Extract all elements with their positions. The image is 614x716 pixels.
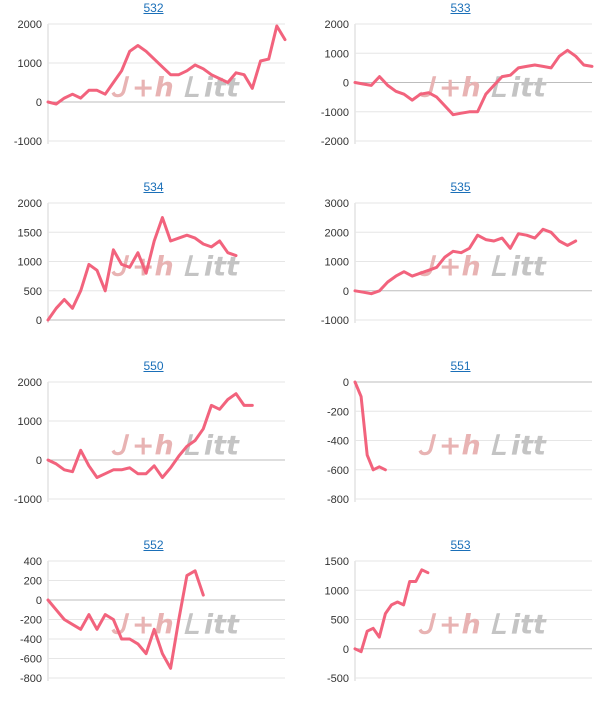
y-tick-label: -600 — [20, 654, 42, 666]
y-tick-label: 2000 — [18, 377, 42, 389]
y-tick-label: -1000 — [321, 107, 349, 119]
watermark-logo-part1: Ｊ+h — [412, 610, 481, 641]
chart-panel-552: 552 400 200 0 -200 -400 -600 -800 Ｊ+h Ｌitt — [0, 537, 307, 716]
chart-title: 551 — [307, 358, 614, 374]
series-line — [46, 569, 205, 670]
y-tick-label: 0 — [343, 78, 349, 90]
chart-title-link[interactable]: 551 — [450, 359, 471, 373]
y-tick-label: 0 — [36, 595, 42, 607]
y-tick-label: 500 — [331, 615, 349, 627]
y-tick-label: 2000 — [18, 19, 42, 31]
y-tick-label: 0 — [36, 97, 42, 109]
y-tick-label: 0 — [343, 286, 349, 298]
y-tick-label: -200 — [20, 615, 42, 627]
chart-svg: 1500 1000 500 0 -500 Ｊ+h Ｌitt — [325, 556, 592, 685]
chart-svg: 2000 1000 0 -1000 -2000 Ｊ+h Ｌitt — [321, 19, 594, 148]
y-tick-label: 3000 — [325, 198, 349, 210]
series-line — [46, 216, 238, 322]
chart-title-link[interactable]: 553 — [450, 538, 471, 552]
y-tick-label: 2000 — [325, 19, 349, 31]
chart-title: 534 — [0, 179, 307, 195]
chart-title: 553 — [307, 537, 614, 553]
y-tick-label: 400 — [24, 556, 42, 568]
series-line — [353, 568, 430, 654]
y-tick-label: 0 — [343, 644, 349, 656]
watermark-logo-part1: Ｊ+h — [105, 73, 174, 104]
y-tick-label: -600 — [327, 465, 349, 477]
y-tick-label: 2000 — [18, 198, 42, 210]
chart-title: 532 — [0, 0, 307, 16]
chart-svg: 2000 1000 0 -1000 Ｊ+h Ｌitt — [14, 19, 287, 148]
chart-title-link[interactable]: 533 — [450, 1, 471, 15]
y-tick-label: -1000 — [14, 136, 42, 148]
y-tick-label: -1000 — [14, 494, 42, 506]
y-tick-label: 1000 — [325, 585, 349, 597]
y-tick-label: -400 — [20, 634, 42, 646]
watermark-logo-part2: Ｌitt — [484, 73, 547, 104]
chart-title-link[interactable]: 552 — [143, 538, 164, 552]
y-tick-label: 1000 — [325, 257, 349, 269]
series-line — [353, 227, 578, 296]
y-tick-label: 1500 — [325, 556, 349, 568]
watermark-logo-part2: Ｌitt — [177, 610, 240, 641]
watermark-logo-part2: Ｌitt — [177, 73, 240, 104]
y-tick-label: 1000 — [18, 257, 42, 269]
series-line — [46, 24, 287, 106]
chart-title: 535 — [307, 179, 614, 195]
series-line — [353, 48, 594, 117]
y-tick-label: 200 — [24, 576, 42, 588]
chart-panel-532: 532 2000 1000 0 -1000 Ｊ+h Ｌitt — [0, 0, 307, 179]
chart-title: 533 — [307, 0, 614, 16]
watermark-logo-part2: Ｌitt — [484, 252, 547, 283]
watermark-logo-part2: Ｌitt — [177, 252, 240, 283]
chart-title-link[interactable]: 550 — [143, 359, 164, 373]
chart-panel-533: 533 2000 1000 0 -1000 -2000 Ｊ+h Ｌitt — [307, 0, 614, 179]
y-tick-label: -200 — [327, 406, 349, 418]
y-tick-label: 1000 — [18, 416, 42, 428]
chart-title: 552 — [0, 537, 307, 553]
chart-panel-553: 553 1500 1000 500 0 -500 Ｊ+h Ｌitt — [307, 537, 614, 716]
watermark-logo-part1: Ｊ+h — [412, 73, 481, 104]
chart-panel-534: 534 2000 1500 1000 500 0 Ｊ+h Ｌitt — [0, 179, 307, 358]
y-tick-label: 1000 — [325, 48, 349, 60]
y-tick-label: -2000 — [321, 136, 349, 148]
series-line — [353, 380, 387, 472]
watermark-logo-part2: Ｌitt — [484, 610, 547, 641]
chart-title: 550 — [0, 358, 307, 374]
y-tick-label: -400 — [327, 436, 349, 448]
y-tick-label: 2000 — [325, 227, 349, 239]
y-tick-label: -800 — [20, 673, 42, 685]
y-tick-label: -800 — [327, 494, 349, 506]
y-tick-label: 0 — [36, 455, 42, 467]
y-tick-label: 0 — [343, 377, 349, 389]
watermark-logo-part1: Ｊ+h — [105, 431, 174, 462]
y-tick-label: -500 — [327, 673, 349, 685]
y-tick-label: 1500 — [18, 227, 42, 239]
y-tick-label: 1000 — [18, 58, 42, 70]
series-line — [46, 392, 254, 479]
watermark-logo-part1: Ｊ+h — [412, 431, 481, 462]
y-tick-label: 0 — [36, 315, 42, 327]
chart-panel-550: 550 2000 1000 0 -1000 Ｊ+h Ｌitt — [0, 358, 307, 537]
chart-svg: 0 -200 -400 -600 -800 Ｊ+h Ｌitt — [327, 377, 592, 506]
watermark-logo-part2: Ｌitt — [484, 431, 547, 462]
y-tick-label: 500 — [24, 286, 42, 298]
y-tick-label: -1000 — [321, 315, 349, 327]
chart-title-link[interactable]: 532 — [143, 1, 164, 15]
chart-title-link[interactable]: 535 — [450, 180, 471, 194]
chart-panel-551: 551 0 -200 -400 -600 -800 Ｊ+h Ｌitt — [307, 358, 614, 537]
chart-panel-535: 535 3000 2000 1000 0 -1000 Ｊ+h Ｌitt — [307, 179, 614, 358]
chart-title-link[interactable]: 534 — [143, 180, 164, 194]
